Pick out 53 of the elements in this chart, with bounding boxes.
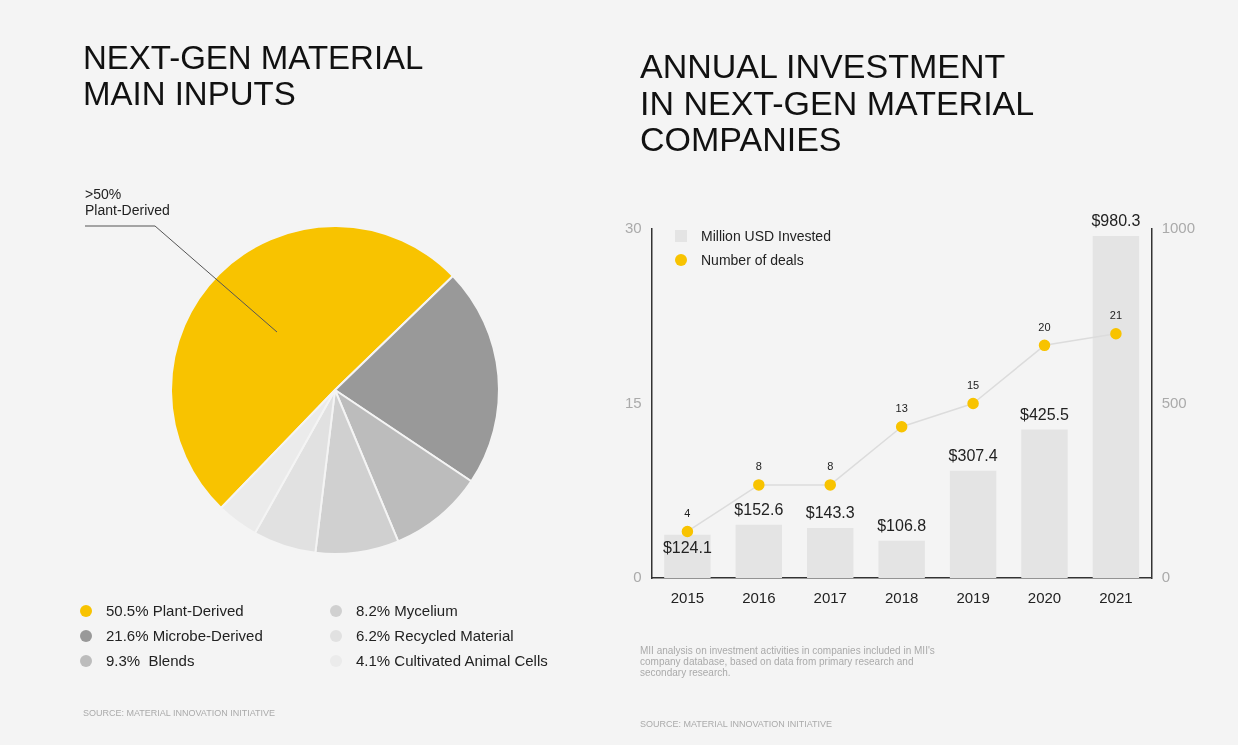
bar	[1021, 429, 1068, 578]
point	[895, 421, 908, 433]
x-tick-label: 2021	[1099, 589, 1133, 607]
data-label: $425.5	[1020, 405, 1070, 423]
bar	[949, 470, 997, 578]
data-label: 20	[1038, 320, 1051, 333]
legend-label: Million USD Invested	[701, 228, 831, 244]
text: >50% Plant-Derived	[85, 185, 170, 218]
data-label: $307.4	[948, 447, 998, 465]
y2-tick-label: 500	[1161, 393, 1187, 411]
point	[1110, 327, 1122, 340]
point	[967, 397, 979, 410]
bar	[878, 540, 925, 578]
data-label: 15	[966, 379, 980, 392]
data-label: $124.1	[662, 539, 712, 557]
point	[681, 525, 694, 538]
x-tick-label: 2017	[813, 589, 847, 607]
data-label: 4	[684, 507, 691, 519]
legend-label: 8.2% Mycelium	[356, 602, 458, 619]
y2-tick-label: 1000	[1161, 219, 1196, 237]
point	[824, 479, 836, 491]
y-tick-label: 0	[633, 568, 642, 586]
point	[753, 479, 765, 491]
y-tick-label: 15	[625, 393, 642, 411]
data-label: $143.3	[805, 504, 855, 522]
source-note: SOURCE: MATERIAL INNOVATION INITIATIVE	[83, 708, 276, 718]
data-label: $980.3	[1091, 212, 1141, 230]
data-label: 13	[895, 402, 908, 415]
data-label: $152.6	[734, 501, 784, 519]
legend-label: 21.6% Microbe-Derived	[106, 627, 263, 644]
legend-label: Number of deals	[701, 252, 804, 268]
source-note: SOURCE: MATERIAL INNOVATION INITIATIVE	[640, 719, 834, 730]
chart-title: NEXT-GEN MATERIAL MAIN INPUTS	[83, 39, 424, 112]
chart-title: ANNUAL INVESTMENT IN NEXT-GEN MATERIAL COMPANIES	[640, 47, 1035, 159]
x-tick-label: 2020	[1027, 589, 1062, 607]
legend-label: 50.5% Plant-Derived	[106, 602, 244, 619]
legend-label: 9.3% Blends	[106, 652, 195, 669]
bar	[735, 524, 783, 578]
data-label: 21	[1109, 309, 1123, 322]
x-tick-label: 2018	[884, 589, 919, 607]
data-label: 8	[827, 460, 834, 473]
data-label: $106.8	[877, 517, 927, 535]
y2-tick-label: 0	[1161, 568, 1170, 586]
x-tick-label: 2019	[956, 589, 990, 607]
point	[1038, 339, 1051, 352]
text: MII analysis on investment activities in companies included in MII's company database, based on data from primary research and secondary research.	[640, 645, 936, 678]
legend-label: 4.1% Cultivated Animal Cells	[356, 652, 548, 669]
y-tick-label: 30	[625, 219, 642, 237]
legend-label: 6.2% Recycled Material	[356, 627, 514, 644]
data-label: 8	[755, 460, 762, 473]
x-tick-label: 2015	[670, 589, 705, 607]
bar	[807, 527, 854, 578]
x-tick-label: 2016	[742, 589, 776, 607]
